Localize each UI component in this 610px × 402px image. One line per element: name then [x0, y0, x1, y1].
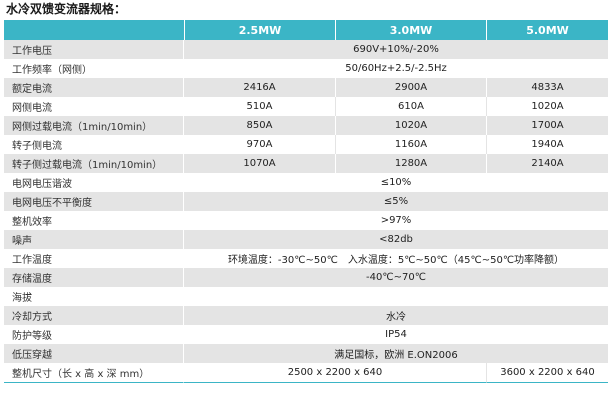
row-value: 850A: [184, 116, 335, 135]
row-label: 电网电压不平衡度: [4, 192, 184, 211]
table-row: 噪声 <82db: [4, 230, 608, 249]
row-value: 610A: [335, 97, 486, 116]
table-row: 工作温度 环境温度：-30℃~50℃ 入水温度：5℃~50℃（45℃~50℃功率降…: [4, 249, 608, 268]
table-row: 电网电压不平衡度 ≤5%: [4, 192, 608, 211]
spec-table: 2.5MW 3.0MW 5.0MW 工作电压 690V+10%/-20% 工作频率（…: [4, 20, 608, 383]
column-header-3-0mw: 3.0MW: [335, 20, 486, 40]
table-row: 额定电流 2416A 2900A 4833A: [4, 78, 608, 97]
row-label: 工作温度: [4, 249, 184, 268]
table-row: 存储温度 -40℃~70℃: [4, 268, 608, 287]
row-value: 1160A: [335, 135, 486, 154]
table-row: 电网电压谐波 ≤10%: [4, 173, 608, 192]
row-value: <82db: [184, 230, 608, 249]
row-value: 50/60Hz+2.5/-2.5Hz: [184, 59, 608, 78]
table-row: 防护等级 IP54: [4, 325, 608, 344]
row-label: 海拔: [4, 287, 184, 306]
table-row: 工作电压 690V+10%/-20%: [4, 40, 608, 59]
row-label: 网侧电流: [4, 97, 184, 116]
table-row: 冷却方式 水冷: [4, 306, 608, 325]
row-value: 690V+10%/-20%: [184, 40, 608, 59]
row-label: 整机尺寸（长 x 高 x 深 mm）: [4, 363, 184, 383]
page-title: 水冷双馈变流器规格：: [6, 2, 127, 16]
row-label: 存储温度: [4, 268, 184, 287]
row-value: ≤10%: [184, 173, 608, 192]
row-value: 满足国标，欧洲 E.ON2006: [184, 344, 608, 363]
row-value: 水冷: [184, 306, 608, 325]
row-value: [184, 287, 608, 306]
column-header-5-0mw: 5.0MW: [486, 20, 608, 40]
row-value: >97%: [184, 211, 608, 230]
header-corner: [4, 20, 184, 40]
table-row: 网侧过载电流（1min/10min） 850A 1020A 1700A: [4, 116, 608, 135]
row-label: 工作频率（网侧）: [4, 59, 184, 78]
table-row: 转子侧电流 970A 1160A 1940A: [4, 135, 608, 154]
row-value: IP54: [184, 325, 608, 344]
row-label: 低压穿越: [4, 344, 184, 363]
table-row: 整机效率 >97%: [4, 211, 608, 230]
row-value: 1020A: [486, 97, 608, 116]
row-value: 970A: [184, 135, 335, 154]
row-label: 额定电流: [4, 78, 184, 97]
row-value: 1700A: [486, 116, 608, 135]
row-value: 2500 x 2200 x 640: [184, 363, 486, 383]
table-row: 整机尺寸（长 x 高 x 深 mm） 2500 x 2200 x 640 3600 …: [4, 363, 608, 383]
row-value: -40℃~70℃: [184, 268, 608, 287]
row-label: 冷却方式: [4, 306, 184, 325]
row-value: ≤5%: [184, 192, 608, 211]
header-row: 2.5MW 3.0MW 5.0MW: [4, 20, 608, 40]
table-row: 转子侧过载电流（1min/10min） 1070A 1280A 2140A: [4, 154, 608, 173]
column-header-2-5mw: 2.5MW: [184, 20, 335, 40]
row-label: 防护等级: [4, 325, 184, 344]
row-value: 1940A: [486, 135, 608, 154]
row-value: 510A: [184, 97, 335, 116]
row-label: 整机效率: [4, 211, 184, 230]
row-label: 电网电压谐波: [4, 173, 184, 192]
row-value: 1020A: [335, 116, 486, 135]
row-value: 1280A: [335, 154, 486, 173]
row-label: 噪声: [4, 230, 184, 249]
table-row: 网侧电流 510A 610A 1020A: [4, 97, 608, 116]
row-value: 2140A: [486, 154, 608, 173]
row-label: 转子侧电流: [4, 135, 184, 154]
table-row: 低压穿越 满足国标，欧洲 E.ON2006: [4, 344, 608, 363]
table-row: 工作频率（网侧） 50/60Hz+2.5/-2.5Hz: [4, 59, 608, 78]
row-label: 网侧过载电流（1min/10min）: [4, 116, 184, 135]
table-row: 海拔: [4, 287, 608, 306]
row-value: 3600 x 2200 x 640: [486, 363, 608, 383]
row-label: 转子侧过载电流（1min/10min）: [4, 154, 184, 173]
row-value: 2900A: [335, 78, 486, 97]
row-label: 工作电压: [4, 40, 184, 59]
row-value: 4833A: [486, 78, 608, 97]
row-value: 2416A: [184, 78, 335, 97]
row-value: 1070A: [184, 154, 335, 173]
row-value: 环境温度：-30℃~50℃ 入水温度：5℃~50℃（45℃~50℃功率降额）: [184, 249, 608, 268]
